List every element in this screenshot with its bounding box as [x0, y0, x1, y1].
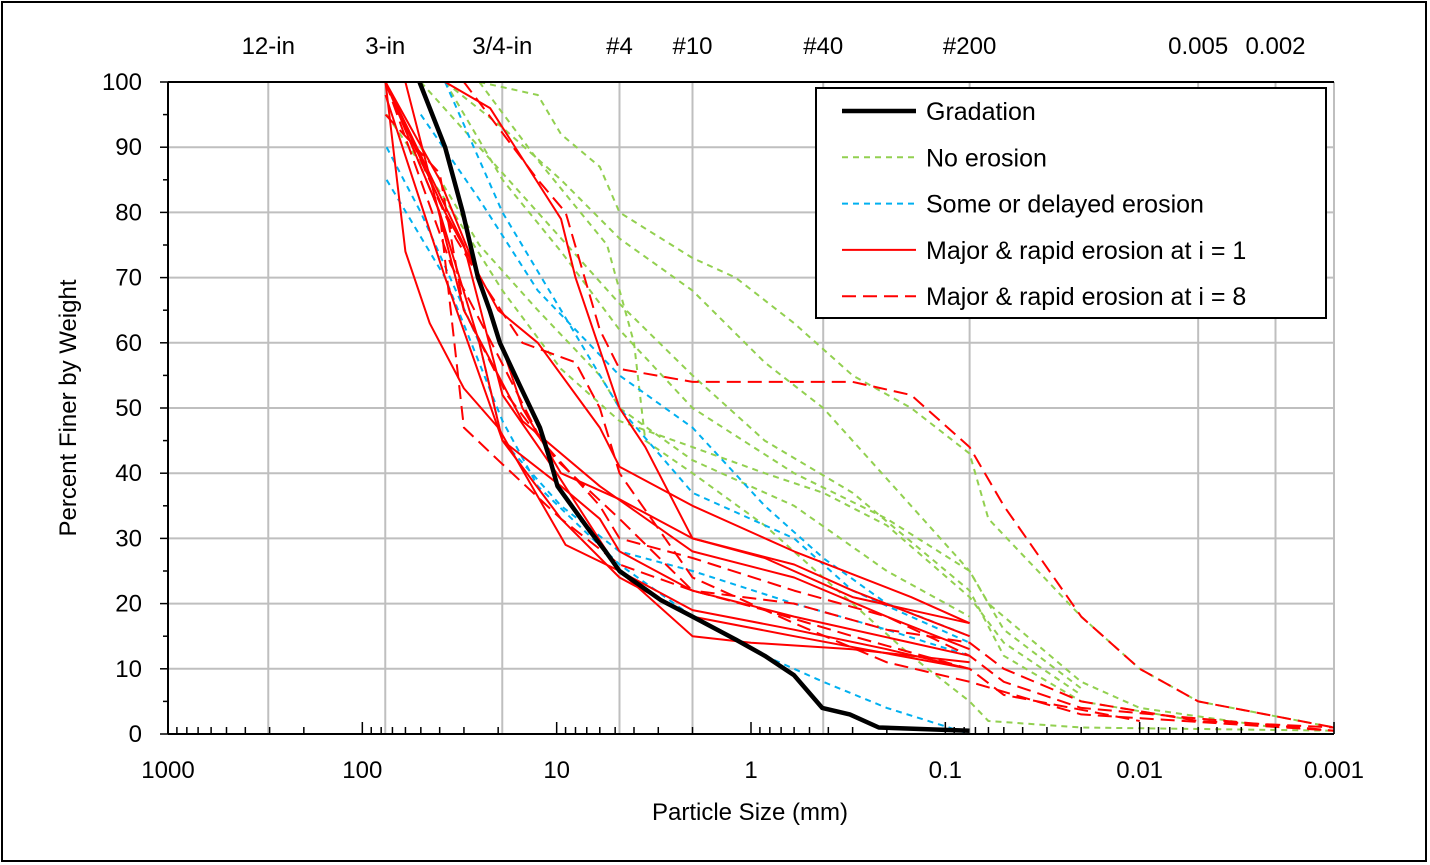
- series-line-no-erosion: [444, 81, 1082, 690]
- series-line-major-rapid-erosion-at-i-8: [384, 81, 1335, 732]
- series-line-gradation: [417, 81, 970, 733]
- series-line-major-rapid-erosion-at-i-1: [444, 81, 970, 625]
- sieve-label: #10: [672, 33, 712, 60]
- x-tick-label: 0.001: [1304, 757, 1364, 784]
- legend-label: Some or delayed erosion: [926, 191, 1204, 219]
- series-line-major-rapid-erosion-at-i-1: [404, 81, 970, 651]
- legend-label: Major & rapid erosion at i = 8: [926, 283, 1246, 311]
- y-tick-label: 40: [115, 460, 142, 487]
- legend: Gradation No erosion Some or delayed erosi…: [815, 87, 1327, 319]
- legend-label: No erosion: [926, 144, 1047, 172]
- y-tick-label: 90: [115, 134, 142, 161]
- series-line-major-rapid-erosion-at-i-1: [384, 81, 971, 625]
- axes: 0 10 20 30 40 50 60 70 80 90 100 12-in 3-in 3/4-in #4 #…: [102, 33, 1364, 784]
- y-tick-label: 70: [115, 265, 142, 292]
- series-line-no-erosion: [419, 146, 971, 618]
- sieve-label: 3/4-in: [472, 33, 532, 60]
- series-line-no-erosion: [385, 114, 1082, 696]
- sieve-label: #4: [606, 33, 633, 60]
- y-tick-label: 10: [115, 656, 142, 683]
- x-tick-label: 100: [342, 757, 382, 784]
- series-line-major-rapid-erosion-at-i-8: [384, 113, 1140, 722]
- series-line-major-rapid-erosion-at-i-1: [384, 81, 970, 638]
- series-line-major-rapid-erosion-at-i-1: [384, 81, 970, 670]
- y-axis-label: Percent Finer by Weight: [55, 279, 82, 536]
- y-tick-label: 100: [102, 69, 142, 96]
- x-tick-label: 1: [744, 757, 757, 784]
- series-line-no-erosion: [444, 81, 1276, 729]
- sieve-label: 0.005: [1168, 33, 1228, 60]
- sieve-label: #200: [943, 33, 996, 60]
- legend-label: Major & rapid erosion at i = 1: [926, 237, 1246, 265]
- series-line-major-rapid-erosion-at-i-8: [384, 81, 1335, 729]
- series-line-no-erosion: [420, 81, 1199, 722]
- series-line-some-or-delayed-erosion: [419, 114, 970, 638]
- y-tick-label: 30: [115, 525, 142, 552]
- x-tick-label: 0.1: [929, 757, 962, 784]
- legend-label: Gradation: [926, 98, 1036, 126]
- y-tick-label: 80: [115, 199, 142, 226]
- y-tick-label: 20: [115, 591, 142, 618]
- sieve-label: 12-in: [242, 33, 295, 60]
- series-layer: [384, 81, 1335, 735]
- series-line-major-rapid-erosion-at-i-1: [384, 94, 970, 657]
- sieve-label: 3-in: [365, 33, 405, 60]
- y-tick-label: 60: [115, 330, 142, 357]
- y-tick-label: 50: [115, 395, 142, 422]
- sieve-label: 0.002: [1245, 33, 1305, 60]
- y-tick-label: 0: [129, 721, 142, 748]
- x-tick-label: 0.01: [1116, 757, 1163, 784]
- x-axis-label: Particle Size (mm): [652, 799, 848, 826]
- series-line-major-rapid-erosion-at-i-8: [420, 81, 1335, 729]
- x-tick-label: 1000: [141, 757, 194, 784]
- x-tick-label: 10: [543, 757, 570, 784]
- series-line-major-rapid-erosion-at-i-1: [384, 81, 970, 670]
- sieve-label: #40: [803, 33, 843, 60]
